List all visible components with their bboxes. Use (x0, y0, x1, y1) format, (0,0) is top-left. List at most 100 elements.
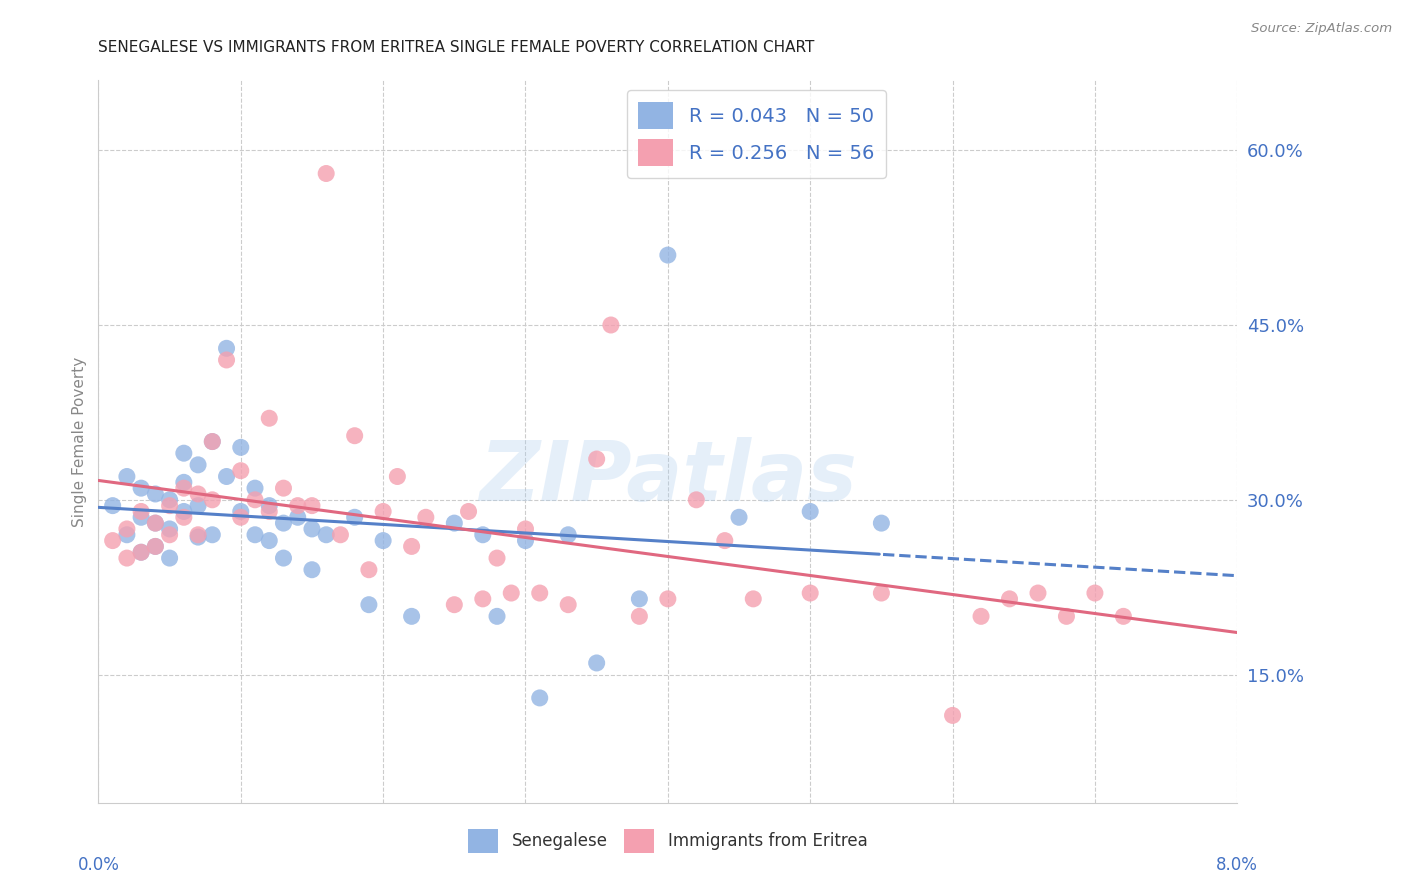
Point (343, 510, 366, 524)
Point (187, 528, 209, 542)
Point (529, 586, 551, 600)
Point (371, 504, 394, 518)
Text: SENEGALESE VS IMMIGRANTS FROM ERITREA SINGLE FEMALE POVERTY CORRELATION CHART: SENEGALESE VS IMMIGRANTS FROM ERITREA SI… (98, 40, 815, 55)
Point (173, 504, 195, 518)
Point (173, 446, 195, 460)
Point (585, 452, 607, 467)
Point (115, 528, 138, 542)
Text: 8.0%: 8.0% (1216, 856, 1258, 874)
Point (129, 481, 152, 495)
Point (1026, 586, 1049, 600)
Point (273, 481, 295, 495)
Point (443, 598, 465, 612)
Point (201, 528, 224, 542)
Point (557, 598, 579, 612)
Point (870, 586, 893, 600)
Point (173, 475, 195, 490)
Point (728, 510, 751, 524)
Point (145, 516, 167, 530)
Point (187, 499, 209, 513)
Point (201, 434, 224, 449)
Text: ZIPatlas: ZIPatlas (479, 437, 856, 518)
Point (129, 545, 152, 559)
Point (357, 563, 380, 577)
Point (529, 690, 551, 705)
Point (259, 499, 281, 513)
Point (301, 563, 323, 577)
Point (329, 528, 352, 542)
Point (515, 522, 537, 536)
Point (870, 516, 893, 530)
Point (159, 492, 181, 507)
Point (301, 522, 323, 536)
Point (315, 528, 337, 542)
Point (159, 528, 181, 542)
Point (159, 522, 181, 536)
Point (115, 469, 138, 483)
Point (942, 708, 965, 723)
Point (387, 469, 409, 483)
Point (628, 591, 651, 606)
Point (145, 540, 167, 554)
Point (145, 487, 167, 501)
Point (215, 353, 238, 368)
Point (685, 492, 707, 507)
Point (628, 609, 651, 624)
Point (215, 341, 238, 355)
Text: 0.0%: 0.0% (77, 856, 120, 874)
Legend: Senegalese, Immigrants from Eritrea: Senegalese, Immigrants from Eritrea (461, 822, 875, 860)
Point (145, 516, 167, 530)
Point (501, 586, 523, 600)
Point (243, 528, 266, 542)
Point (273, 551, 295, 566)
Point (742, 591, 765, 606)
Point (657, 248, 679, 262)
Point (101, 533, 124, 548)
Point (287, 510, 309, 524)
Point (486, 609, 509, 624)
Point (201, 492, 224, 507)
Point (301, 499, 323, 513)
Point (229, 504, 252, 518)
Point (215, 469, 238, 483)
Point (159, 499, 181, 513)
Point (259, 533, 281, 548)
Point (145, 540, 167, 554)
Point (443, 516, 465, 530)
Point (229, 510, 252, 524)
Point (515, 533, 537, 548)
Point (457, 504, 479, 518)
Point (315, 167, 337, 181)
Point (657, 591, 679, 606)
Point (401, 609, 423, 624)
Point (799, 504, 821, 518)
Point (600, 318, 623, 332)
Point (371, 533, 394, 548)
Point (1056, 609, 1078, 624)
Point (415, 510, 437, 524)
Point (259, 411, 281, 425)
Point (187, 487, 209, 501)
Point (357, 598, 380, 612)
Point (129, 510, 152, 524)
Point (714, 533, 737, 548)
Point (287, 499, 309, 513)
Point (159, 551, 181, 566)
Point (243, 481, 266, 495)
Point (273, 516, 295, 530)
Point (1112, 609, 1135, 624)
Point (585, 656, 607, 670)
Point (115, 551, 138, 566)
Point (129, 504, 152, 518)
Point (401, 540, 423, 554)
Point (187, 530, 209, 544)
Point (970, 609, 993, 624)
Point (259, 504, 281, 518)
Point (471, 528, 494, 542)
Point (201, 434, 224, 449)
Point (229, 464, 252, 478)
Text: Source: ZipAtlas.com: Source: ZipAtlas.com (1251, 22, 1392, 36)
Point (173, 510, 195, 524)
Point (799, 586, 821, 600)
Y-axis label: Single Female Poverty: Single Female Poverty (72, 357, 87, 526)
